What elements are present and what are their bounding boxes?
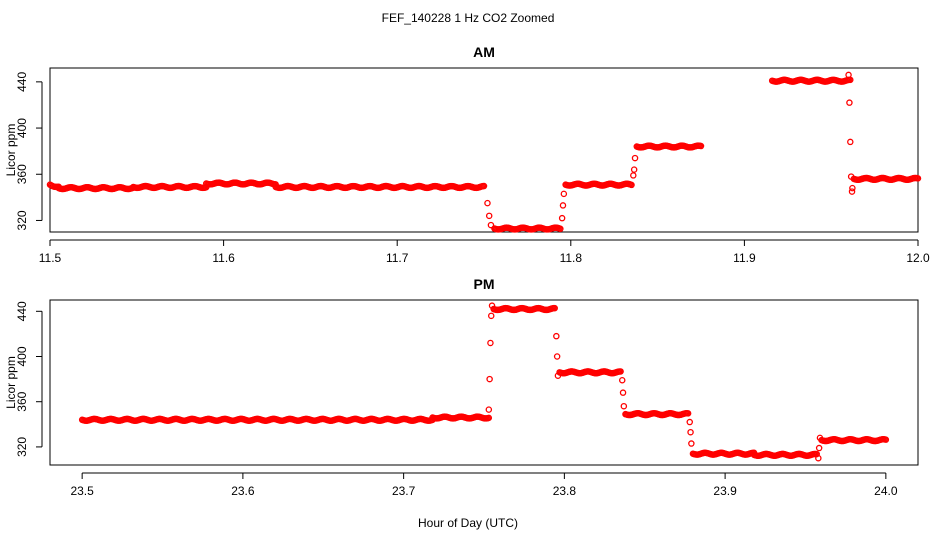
y-tick-label: 320: [15, 210, 29, 230]
figure-title: FEF_140228 1 Hz CO2 Zoomed: [382, 11, 555, 25]
data-point: [848, 188, 856, 195]
data-point: [553, 353, 561, 360]
data-point: [630, 172, 637, 179]
y-axis-label: Licor ppm: [4, 124, 18, 177]
x-tick-label: 24.0: [874, 484, 898, 498]
data-point: [846, 99, 853, 106]
x-tick-label: 23.7: [392, 484, 416, 498]
data-point: [484, 199, 491, 207]
data-point: [630, 166, 638, 173]
y-tick-label: 320: [15, 437, 29, 457]
x-axis-label: Hour of Day (UTC): [418, 516, 518, 530]
data-point: [485, 212, 493, 220]
data-point: [684, 410, 692, 417]
data-point: [631, 154, 639, 162]
x-tick-label: 11.5: [39, 251, 62, 265]
y-axis-label: Licor ppm: [4, 356, 18, 409]
x-tick-label: 11.7: [386, 251, 409, 265]
data-point: [560, 190, 568, 198]
data-point: [617, 368, 624, 375]
data-point: [488, 302, 496, 309]
x-tick-label: 23.5: [70, 484, 94, 498]
data-point: [487, 339, 494, 347]
data-point: [687, 428, 694, 436]
data-point: [845, 71, 852, 79]
data-point: [628, 181, 635, 189]
data-point: [620, 402, 628, 410]
data-points: [78, 302, 890, 462]
data-point: [847, 138, 854, 146]
y-tick-label: 440: [15, 72, 29, 92]
data-point: [882, 436, 890, 443]
x-tick-label: 11.8: [560, 251, 583, 265]
x-tick-label: 12.0: [906, 251, 930, 265]
data-point: [849, 184, 856, 192]
data-point: [619, 389, 627, 396]
data-point: [618, 376, 626, 384]
data-point: [847, 173, 855, 180]
data-point: [686, 418, 693, 426]
panel-title: AM: [473, 44, 495, 60]
am-panel: AM Licor ppm 11.5 11.6 11.7 11.8 11.9 12.0 320 36…: [4, 44, 930, 265]
data-point: [557, 225, 564, 233]
data-point: [697, 142, 705, 150]
data-point: [487, 221, 495, 229]
x-tick-label: 23.8: [553, 484, 577, 498]
y-tick-label: 400: [15, 118, 29, 138]
x-tick-label: 11.9: [733, 251, 756, 265]
y-tick-label: 360: [15, 391, 29, 411]
data-point: [914, 175, 922, 182]
data-point: [486, 375, 493, 383]
plot-frame: [49, 67, 919, 233]
data-point: [558, 214, 566, 222]
plot-frame: [49, 299, 919, 466]
y-tick-label: 360: [15, 164, 29, 184]
y-tick-label: 440: [15, 301, 29, 321]
x-tick-label: 23.6: [231, 484, 255, 498]
data-point: [815, 454, 822, 462]
x-tick-label: 11.6: [212, 251, 235, 265]
data-point: [485, 414, 493, 422]
data-point: [815, 444, 823, 452]
y-tick-label: 400: [15, 346, 29, 366]
pm-panel: PM Licor ppm 23.5 23.6 23.7 23.8 23.9 24.0 320 36…: [4, 276, 919, 498]
data-point: [551, 304, 558, 312]
data-point: [559, 202, 567, 209]
data-point: [480, 182, 488, 190]
data-point: [816, 434, 824, 442]
x-tick-label: 23.9: [713, 484, 737, 498]
data-point: [553, 332, 560, 340]
data-point: [554, 372, 562, 379]
data-point: [485, 406, 493, 413]
data-points: [46, 71, 922, 233]
data-point: [487, 312, 495, 320]
panel-title: PM: [474, 276, 495, 292]
data-point: [688, 440, 695, 447]
